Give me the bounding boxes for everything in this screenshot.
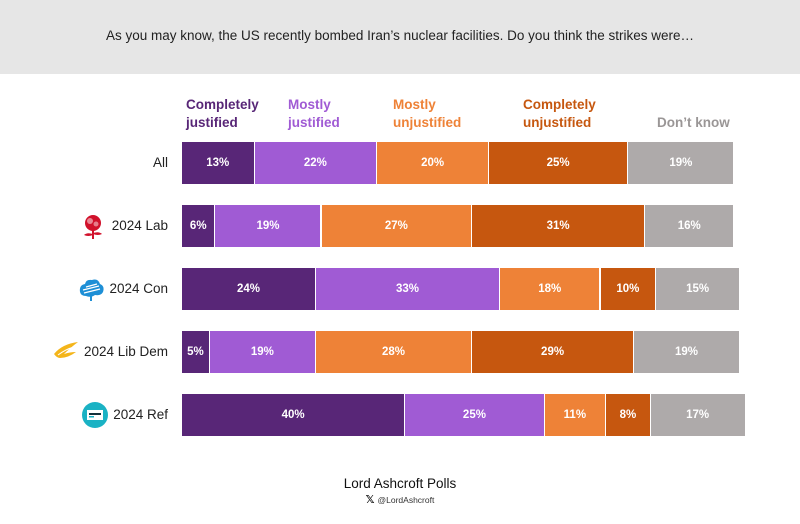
bar-segment: 33% xyxy=(315,268,501,310)
bar-segment: 8% xyxy=(606,394,651,436)
bar-segment: 22% xyxy=(254,142,378,184)
data-label: 33% xyxy=(395,283,419,295)
data-label: 11% xyxy=(563,409,587,421)
data-label: 25% xyxy=(462,409,486,421)
legend-line: Don’t know xyxy=(657,115,730,130)
footer-title: Lord Ashcroft Polls xyxy=(343,476,457,491)
bar-segment: 40% xyxy=(182,394,406,436)
bar-segment: 10% xyxy=(600,268,657,310)
data-label: 27% xyxy=(384,220,408,232)
libdem-bird-icon xyxy=(52,338,80,366)
bar-segment: 20% xyxy=(377,142,489,184)
data-label: 24% xyxy=(236,283,260,295)
data-label: 19% xyxy=(256,220,280,232)
bar-segment: 16% xyxy=(645,205,735,247)
bar-segment: 13% xyxy=(182,142,255,184)
row-label-2: 2024 Lab xyxy=(111,218,168,233)
legend-entry-1: Completely justified xyxy=(186,96,259,132)
data-label: 10% xyxy=(616,283,640,295)
data-label: 5% xyxy=(187,346,204,358)
bar-segment: 17% xyxy=(650,394,746,436)
legend-entry-5: Don’t know xyxy=(657,114,730,132)
data-label: 29% xyxy=(541,346,565,358)
legend-line: Mostly xyxy=(288,97,331,112)
footer-handle: 𝕏 @LordAshcroft xyxy=(0,493,800,506)
bar-segment: 31% xyxy=(472,205,646,247)
footer-handle-text: @LordAshcroft xyxy=(377,495,435,505)
legend-line: justified xyxy=(288,115,340,130)
bar-segment: 19% xyxy=(633,331,740,373)
bar-segment: 5% xyxy=(182,331,210,373)
row-label-4: 2024 Lib Dem xyxy=(83,344,168,359)
data-label: 18% xyxy=(538,283,562,295)
header-band: As you may know, the US recently bombed … xyxy=(0,0,800,74)
bar-segment: 19% xyxy=(628,142,735,184)
legend-line: Mostly xyxy=(393,97,436,112)
row-label-3: 2024 Con xyxy=(109,281,168,296)
data-label: 13% xyxy=(206,157,230,169)
legend-entry-2: Mostly justified xyxy=(288,96,340,132)
data-label: 28% xyxy=(382,346,406,358)
row-label-5: 2024 Ref xyxy=(113,407,168,422)
data-label: 15% xyxy=(686,283,710,295)
conservative-tree-icon xyxy=(77,275,105,303)
data-label: 6% xyxy=(189,220,207,232)
legend-entry-4: Completely unjustified xyxy=(523,96,596,132)
bar-segment: 18% xyxy=(500,268,601,310)
data-label: 20% xyxy=(421,157,445,169)
legend-line: Completely xyxy=(523,97,596,112)
data-label: 40% xyxy=(281,409,305,421)
bar-segment: 25% xyxy=(488,142,629,184)
bar-segment: 11% xyxy=(544,394,607,436)
legend-line: unjustified xyxy=(393,115,462,130)
legend-entry-3: Mostly unjustified xyxy=(393,96,461,132)
bar-segment: 6% xyxy=(182,205,216,247)
bar-segment: 19% xyxy=(209,331,316,373)
bar-segment: 15% xyxy=(656,268,740,310)
legend-line: justified xyxy=(186,115,238,130)
data-label: 17% xyxy=(686,409,710,421)
bar-segment: 29% xyxy=(472,331,634,373)
row-label-1: All xyxy=(152,155,168,170)
reform-logo-icon xyxy=(81,401,109,429)
data-label: 22% xyxy=(303,157,327,169)
bar-segment: 24% xyxy=(182,268,316,310)
labour-rose-icon xyxy=(79,212,107,240)
bar-segment: 19% xyxy=(215,205,322,247)
data-label: 19% xyxy=(674,346,698,358)
bar-segment: 25% xyxy=(405,394,545,436)
data-label: 31% xyxy=(546,220,570,232)
data-label: 19% xyxy=(250,346,274,358)
data-label: 8% xyxy=(619,409,637,421)
bar-segment: 28% xyxy=(315,331,473,373)
data-label: 16% xyxy=(677,220,701,232)
bar-segment: 27% xyxy=(321,205,473,247)
question-text: As you may know, the US recently bombed … xyxy=(105,28,694,43)
x-logo-icon: 𝕏 xyxy=(365,494,375,506)
legend-line: Completely xyxy=(186,97,259,112)
data-label: 19% xyxy=(669,157,693,169)
data-label: 25% xyxy=(546,157,570,169)
legend-line: unjustified xyxy=(523,115,592,130)
